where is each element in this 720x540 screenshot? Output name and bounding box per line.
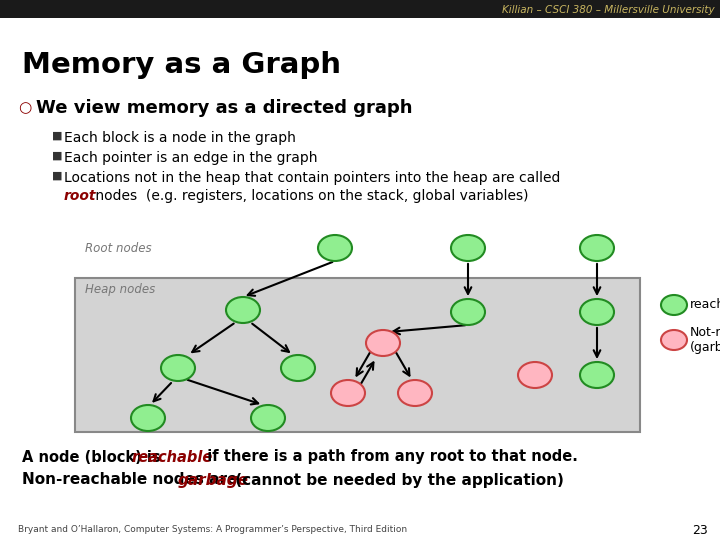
- Text: (cannot be needed by the application): (cannot be needed by the application): [230, 472, 564, 488]
- Text: We view memory as a directed graph: We view memory as a directed graph: [36, 99, 413, 117]
- Ellipse shape: [161, 355, 195, 381]
- Text: ■: ■: [52, 171, 63, 181]
- Text: Locations not in the heap that contain pointers into the heap are called: Locations not in the heap that contain p…: [64, 171, 560, 185]
- Text: root: root: [64, 189, 96, 203]
- Text: A node (block) is: A node (block) is: [22, 449, 166, 464]
- Text: Killian – CSCI 380 – Millersville University: Killian – CSCI 380 – Millersville Univer…: [503, 5, 715, 15]
- Ellipse shape: [580, 235, 614, 261]
- Text: reachable: reachable: [690, 299, 720, 312]
- Ellipse shape: [366, 330, 400, 356]
- Bar: [75, 278, 640, 432]
- Text: Each block is a node in the graph: Each block is a node in the graph: [64, 131, 296, 145]
- Text: 23: 23: [692, 523, 708, 537]
- Ellipse shape: [580, 299, 614, 325]
- Ellipse shape: [318, 235, 352, 261]
- Text: ■: ■: [52, 151, 63, 161]
- Ellipse shape: [661, 330, 687, 350]
- Ellipse shape: [451, 299, 485, 325]
- Bar: [0, 0, 720, 18]
- Text: Non-reachable nodes are: Non-reachable nodes are: [22, 472, 243, 488]
- Ellipse shape: [251, 405, 285, 431]
- Ellipse shape: [226, 297, 260, 323]
- Text: nodes  (e.g. registers, locations on the stack, global variables): nodes (e.g. registers, locations on the …: [91, 189, 528, 203]
- Ellipse shape: [131, 405, 165, 431]
- Ellipse shape: [331, 380, 365, 406]
- Text: Root nodes: Root nodes: [85, 241, 152, 254]
- Text: garbage: garbage: [178, 472, 249, 488]
- Text: ■: ■: [52, 131, 63, 141]
- Text: ○: ○: [18, 100, 31, 116]
- Ellipse shape: [281, 355, 315, 381]
- Text: if there is a path from any root to that node.: if there is a path from any root to that…: [197, 449, 577, 464]
- Text: Heap nodes: Heap nodes: [85, 284, 156, 296]
- Text: Each pointer is an edge in the graph: Each pointer is an edge in the graph: [64, 151, 318, 165]
- Text: Not-reachable
(garbage): Not-reachable (garbage): [690, 326, 720, 354]
- Text: Bryant and O’Hallaron, Computer Systems: A Programmer’s Perspective, Third Editi: Bryant and O’Hallaron, Computer Systems:…: [18, 525, 407, 535]
- Ellipse shape: [661, 295, 687, 315]
- Ellipse shape: [398, 380, 432, 406]
- Text: reachable: reachable: [132, 449, 213, 464]
- Ellipse shape: [451, 235, 485, 261]
- Ellipse shape: [518, 362, 552, 388]
- Ellipse shape: [580, 362, 614, 388]
- Text: Memory as a Graph: Memory as a Graph: [22, 51, 341, 79]
